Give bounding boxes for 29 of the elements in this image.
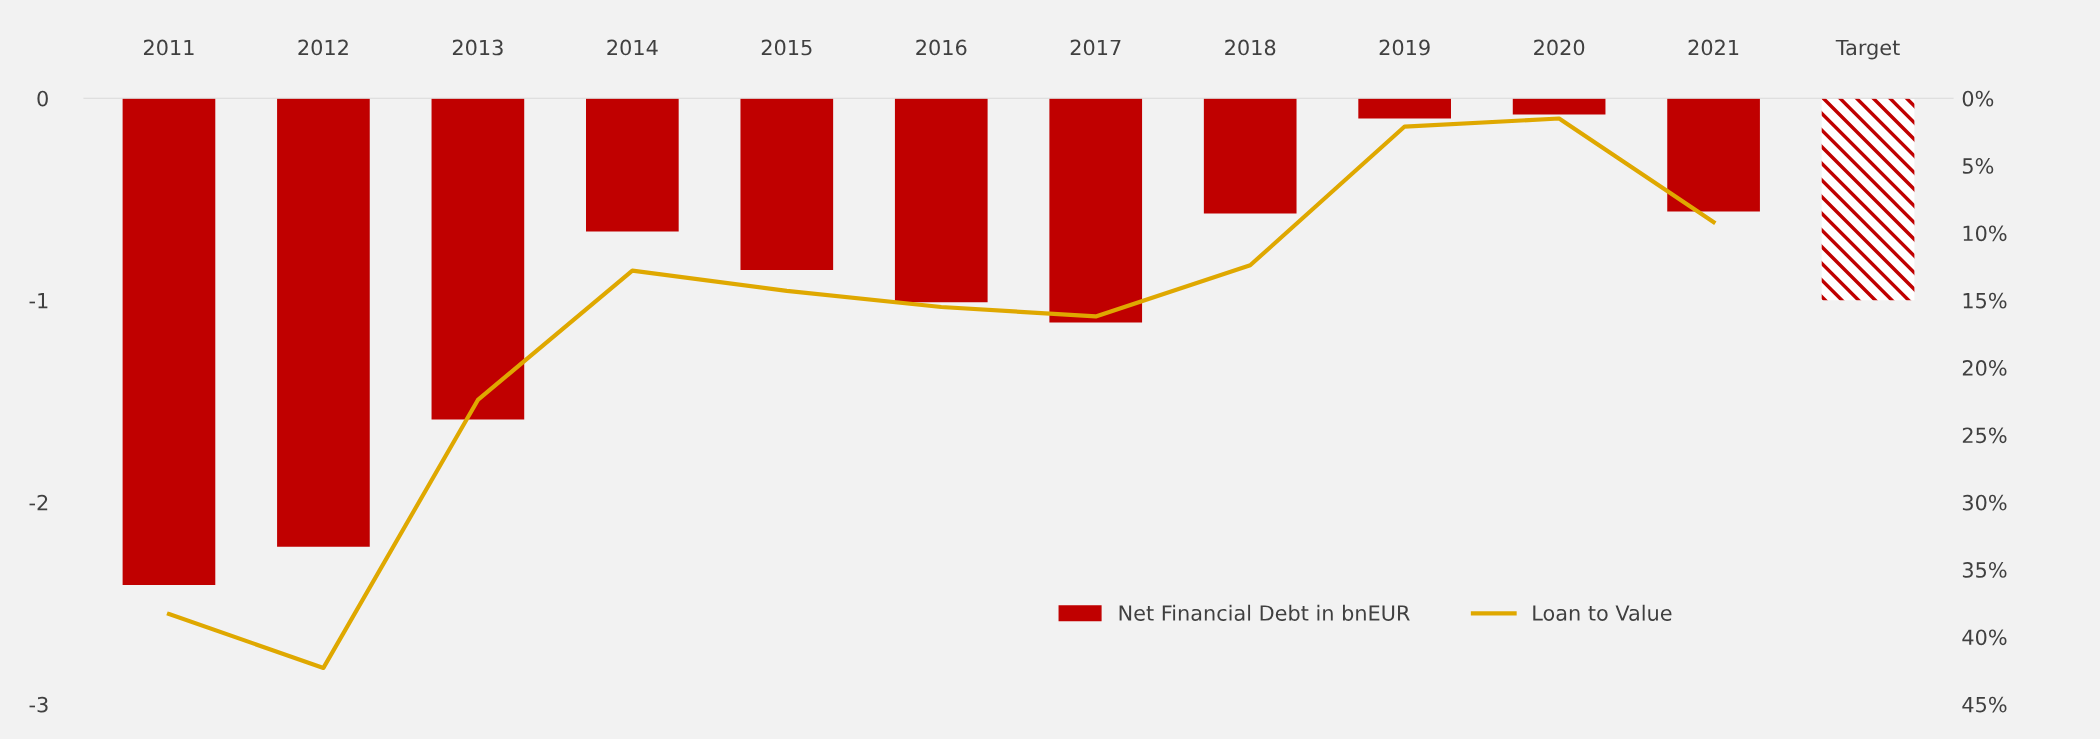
y-tick-label: -3 — [29, 696, 48, 713]
y-tick-label: -2 — [29, 494, 48, 511]
y2-tick-label: 20% — [1962, 360, 2007, 376]
x-tick-label: 2018 — [1225, 39, 1276, 56]
y2-tick-label: 45% — [1962, 696, 2007, 713]
y-tick-label: 0 — [37, 90, 48, 107]
y2-tick-label: 30% — [1962, 494, 2007, 511]
y2-tick-label: 5% — [1962, 158, 1994, 174]
x-tick-label: 2019 — [1379, 39, 1430, 56]
line-series — [166, 116, 1716, 670]
y2-tick-label: 10% — [1963, 225, 2007, 242]
y-tick-label: -1 — [29, 293, 48, 309]
x-tick-label: 2020 — [1534, 39, 1585, 56]
y2-tick-label: 15% — [1963, 292, 2007, 309]
x-tick-label: 2017 — [1070, 39, 1121, 56]
y2-tick-label: 35% — [1962, 562, 2007, 578]
x-tick-label: 2015 — [761, 39, 812, 56]
x-tick-label: Target — [1835, 39, 1900, 60]
x-tick-label: 2014 — [607, 39, 658, 56]
x-tick-label: 2012 — [298, 39, 348, 56]
x-tick-label: 2013 — [452, 39, 503, 56]
y2-tick-label: 0% — [1962, 90, 1994, 107]
legend-label: Loan to Value — [1533, 604, 1672, 621]
y2-tick-label: 40% — [1962, 629, 2007, 646]
y2-tick-label: 25% — [1962, 427, 2007, 444]
x-tick-label: 2021 — [1688, 39, 1739, 56]
x-tick-label: 2016 — [916, 39, 967, 56]
legend-label: Net Financial Debt in bnEUR — [1119, 604, 1410, 621]
x-tick-label: 2011 — [143, 39, 194, 56]
